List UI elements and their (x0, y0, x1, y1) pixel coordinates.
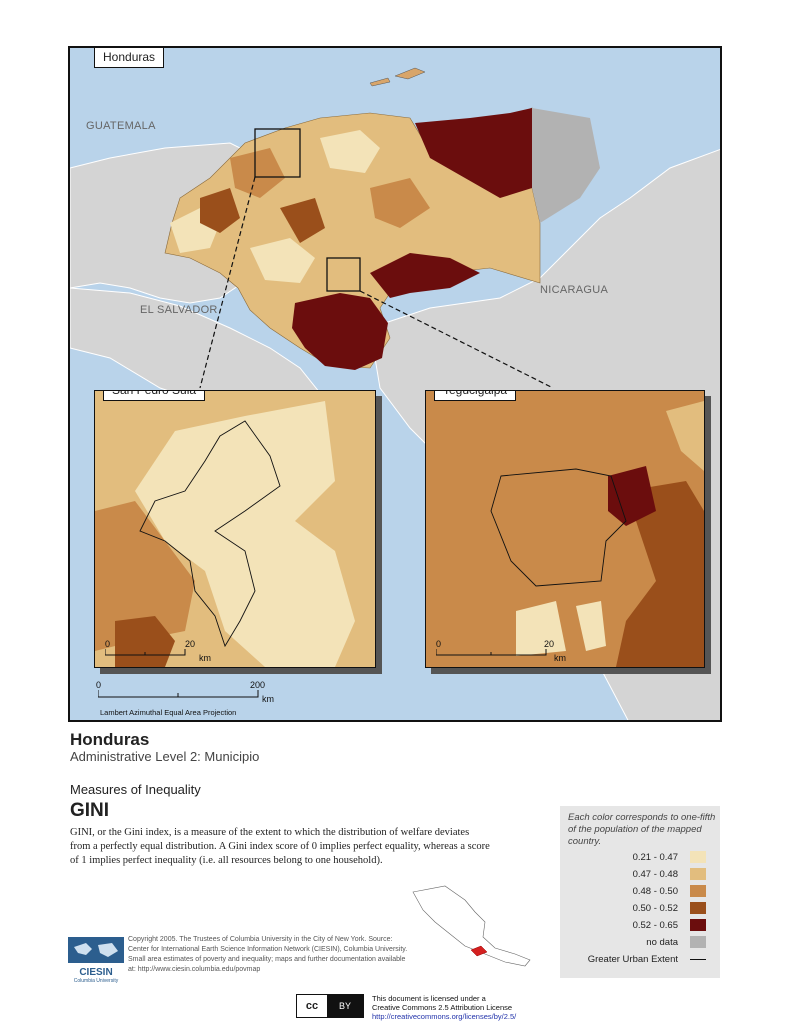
license-text: This document is licensed under a Creati… (372, 994, 516, 1021)
legend-class-1-label: 0.21 - 0.47 (632, 851, 678, 863)
credits-text: Copyright 2005. The Trustees of Columbia… (128, 936, 408, 973)
inset-san-pedro-sula: San Pedro Sula 0 20 km (94, 390, 376, 668)
inset-right-class-1 (516, 601, 606, 656)
gini-class-5-southeast (370, 253, 480, 298)
legend-class-3: 0.48 - 0.50 (633, 884, 706, 898)
inset-tegucigalpa: Tegucigalpa 0 20 km (425, 390, 705, 668)
legend-class-1: 0.21 - 0.47 (633, 850, 706, 864)
label-el-salvador: EL SALVADOR (140, 304, 218, 316)
country-title: Honduras (70, 730, 150, 749)
legend-class-4-swatch (690, 902, 706, 914)
legend-urban-label: Greater Urban Extent (587, 953, 678, 965)
ciesin-logo-subtext: Columbia University (73, 978, 119, 984)
gini-class-4-a (200, 188, 240, 233)
inset-right-scale-max: 20 (544, 639, 555, 649)
inset-right-class-5 (608, 466, 656, 526)
measure-group: Measures of Inequality (70, 782, 201, 797)
legend-urban-extent: Greater Urban Extent (588, 952, 706, 966)
locator-san-pedro-sula (254, 128, 301, 178)
label-guatemala: GUATEMALA (86, 120, 156, 132)
legend-note: Each color corresponds to one-fifth of t… (568, 812, 716, 847)
gini-class-5-south (292, 293, 388, 370)
gini-class-5-northeast (415, 108, 532, 198)
locator-minimap (412, 885, 531, 967)
legend: Each color corresponds to one-fifth of t… (560, 806, 720, 978)
inset-left-scale-unit: km (199, 653, 211, 663)
projection-note: Lambert Azimuthal Equal Area Projection (100, 708, 237, 717)
inset-right-scale-bar (436, 649, 547, 656)
license-line-2: Creative Commons 2.5 Attribution License (372, 1003, 513, 1012)
inset-right-scale-unit: km (554, 653, 566, 663)
gini-class-3-b (370, 178, 430, 228)
locator-line-right (359, 290, 554, 389)
legend-urban-line (690, 958, 706, 960)
legend-class-5-swatch (690, 919, 706, 931)
inset-right-label: Tegucigalpa (434, 391, 517, 401)
inset-left-urban-extent (139, 420, 281, 648)
main-map: Honduras GUATEMALA EL SALVADOR NICARAGUA… (68, 46, 722, 722)
main-scale-zero: 0 (96, 680, 102, 690)
measure-name: GINI (70, 800, 110, 821)
inset-right-class-4 (616, 481, 704, 667)
admin-level: Administrative Level 2: Municipio (70, 749, 260, 764)
legend-no-data-swatch (690, 936, 706, 948)
inset-left-graphic (95, 391, 375, 667)
license-link[interactable]: http://creativecommons.org/licenses/by/2… (372, 1012, 517, 1021)
legend-class-2-label: 0.47 - 0.48 (632, 868, 678, 880)
legend-class-5: 0.52 - 0.65 (633, 918, 706, 932)
license-line-1: This document is licensed under a (372, 994, 486, 1003)
gini-class-1-central (250, 238, 315, 283)
legend-no-data-label: no data (646, 936, 678, 948)
inset-right-graphic (426, 391, 704, 667)
inset-left-scale-max: 20 (185, 639, 196, 649)
main-scale-max: 200 (250, 680, 266, 690)
legend-class-4: 0.50 - 0.52 (633, 901, 706, 915)
legend-class-3-swatch (690, 885, 706, 897)
legend-class-2-swatch (690, 868, 706, 880)
gini-class-3-a (230, 148, 285, 198)
legend-class-4-label: 0.50 - 0.52 (632, 902, 678, 914)
locator-line-left (199, 176, 256, 389)
country-box-label: Honduras (94, 48, 165, 68)
legend-class-2: 0.47 - 0.48 (633, 867, 706, 881)
legend-no-data: no data (646, 935, 706, 949)
cc-badge: cc BY (296, 994, 364, 1018)
main-scale-bar (98, 690, 259, 698)
inset-left-class-4 (115, 616, 175, 667)
label-nicaragua: NICARAGUA (540, 284, 609, 296)
gini-class-4-b (280, 198, 325, 243)
inset-right-class-2 (666, 401, 704, 471)
legend-class-1-swatch (690, 851, 706, 863)
gini-class-1-north (320, 130, 380, 173)
inset-left-class-3 (95, 501, 195, 651)
ciesin-logo-text: CIESIN (79, 967, 113, 978)
inset-left-label: San Pedro Sula (103, 391, 206, 401)
legend-class-5-label: 0.52 - 0.65 (632, 919, 678, 931)
bay-islands (369, 67, 426, 87)
inset-right-urban-extent (490, 468, 627, 587)
inset-right-scale-zero: 0 (436, 639, 442, 649)
inset-left-class-1 (135, 401, 355, 667)
globe-icon (68, 937, 124, 963)
ciesin-logo: CIESIN Columbia University (68, 937, 124, 984)
inset-left-scale-zero: 0 (105, 639, 111, 649)
measure-description: GINI, or the Gini index, is a measure of… (70, 827, 490, 866)
legend-class-3-label: 0.48 - 0.50 (632, 885, 678, 897)
locator-tegucigalpa (326, 257, 361, 292)
inset-left-scale-bar (105, 649, 186, 656)
locator-highlight (470, 945, 488, 957)
no-data-area (532, 108, 600, 223)
by-icon: BY (327, 995, 363, 1017)
main-scale-unit: km (262, 694, 274, 704)
cc-icon: cc (297, 995, 327, 1017)
